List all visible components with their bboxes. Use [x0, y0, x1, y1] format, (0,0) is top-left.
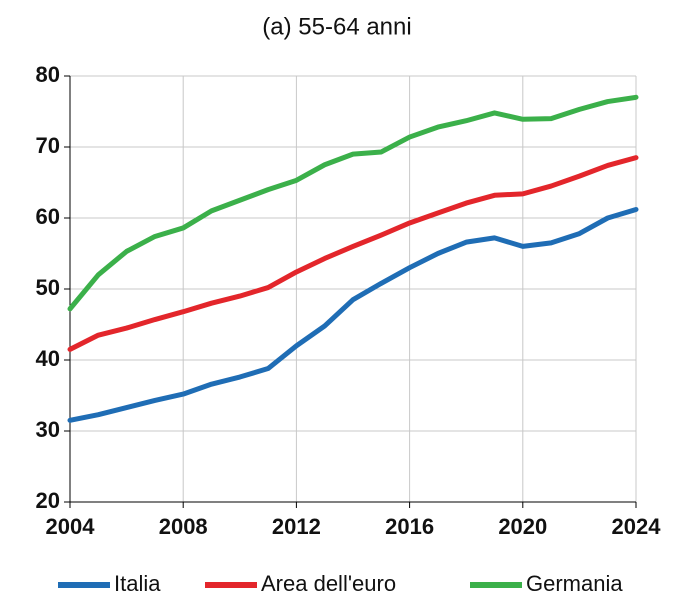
y-tick-label: 70 [36, 133, 60, 158]
x-tick-label: 2020 [498, 514, 547, 539]
series-line [67, 94, 639, 312]
legend-label: Area dell'euro [261, 571, 396, 596]
y-tick-label: 60 [36, 204, 60, 229]
chart-title: (a) 55-64 anni [262, 13, 411, 40]
x-tick-label: 2008 [159, 514, 208, 539]
legend-label: Germania [526, 571, 623, 596]
x-tick-label: 2024 [612, 514, 662, 539]
y-tick-label: 20 [36, 488, 60, 513]
x-tick-label: 2012 [272, 514, 321, 539]
y-tick-label: 80 [36, 62, 60, 87]
y-tick-label: 30 [36, 417, 60, 442]
y-tick-label: 50 [36, 275, 60, 300]
legend-label: Italia [114, 571, 161, 596]
x-tick-label: 2016 [385, 514, 434, 539]
y-tick-label: 40 [36, 346, 60, 371]
x-tick-label: 2004 [46, 514, 96, 539]
series-line [67, 155, 639, 352]
series-line [67, 206, 639, 423]
